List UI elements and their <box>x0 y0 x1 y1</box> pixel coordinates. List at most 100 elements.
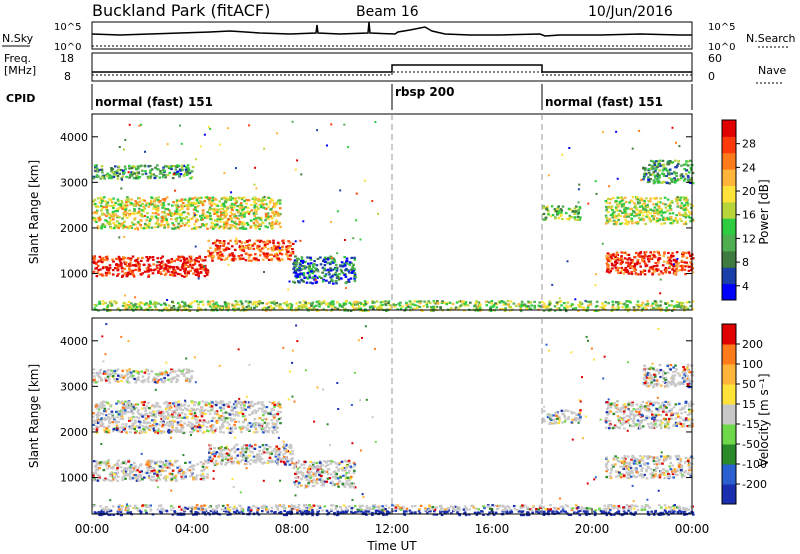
data-cell <box>276 213 280 216</box>
data-cell <box>173 270 176 273</box>
data-cell <box>266 242 269 246</box>
data-cell <box>174 168 178 171</box>
data-cell <box>112 218 115 221</box>
data-cell <box>219 251 222 254</box>
data-cell <box>93 471 96 475</box>
data-cell <box>221 207 225 210</box>
data-cell <box>226 218 229 222</box>
data-cell <box>293 269 297 272</box>
data-cell <box>668 206 672 209</box>
data-cell <box>394 304 398 307</box>
data-cell <box>211 300 215 303</box>
data-cell <box>275 460 279 463</box>
data-cell <box>527 305 530 308</box>
data-cell <box>423 300 426 303</box>
data-cell <box>619 222 622 225</box>
data-cell <box>206 421 210 424</box>
data-cell <box>680 219 683 223</box>
data-cell <box>648 254 651 258</box>
data-cell <box>377 305 381 308</box>
data-cell <box>139 306 143 309</box>
data-cell <box>215 419 219 423</box>
data-cell <box>134 264 138 267</box>
data-cell <box>660 222 663 225</box>
data-cell <box>100 423 104 426</box>
data-cell <box>276 463 280 466</box>
data-cell <box>116 430 120 433</box>
data-cell <box>605 209 608 212</box>
data-cell <box>126 196 129 199</box>
data-cell <box>332 303 335 306</box>
data-cell <box>658 162 661 165</box>
data-cell <box>359 301 362 304</box>
data-cell <box>384 300 387 303</box>
data-cell <box>212 302 216 305</box>
data-cell <box>206 227 209 230</box>
data-cell <box>612 253 615 256</box>
data-cell <box>178 303 181 307</box>
data-cell <box>132 474 136 477</box>
data-cell <box>519 307 523 310</box>
data-cell <box>656 250 660 253</box>
data-cell <box>260 452 264 456</box>
data-cell <box>330 305 334 308</box>
data-cell <box>615 251 619 254</box>
data-cell <box>542 212 546 215</box>
data-cell <box>657 252 660 255</box>
data-cell <box>140 164 143 167</box>
data-cell <box>141 407 144 410</box>
data-cell <box>616 257 619 260</box>
data-cell <box>136 226 139 229</box>
data-cell <box>459 304 463 307</box>
data-cell <box>156 257 159 260</box>
data-cell <box>495 306 499 309</box>
data-cell <box>167 213 170 216</box>
data-cell <box>137 412 140 415</box>
data-cell <box>324 273 328 276</box>
data-cell <box>548 309 552 312</box>
data-cell <box>242 207 246 210</box>
data-cell <box>687 269 691 272</box>
data-cell <box>253 198 257 201</box>
data-cell <box>188 201 191 204</box>
data-cell <box>652 254 656 257</box>
y-tick-label: 4000 <box>60 131 88 144</box>
freq-tick-top: 18 <box>60 52 74 65</box>
data-cell <box>124 400 127 403</box>
data-cell <box>124 207 127 210</box>
data-cell <box>133 469 136 472</box>
data-cell <box>92 479 96 482</box>
data-cell <box>275 245 278 248</box>
data-cell <box>214 459 218 463</box>
data-cell <box>187 169 191 172</box>
data-cell <box>153 177 157 180</box>
data-cell <box>545 208 548 211</box>
data-cell <box>290 458 293 461</box>
data-cell <box>275 203 278 206</box>
data-cell <box>143 419 146 422</box>
data-cell <box>108 422 112 425</box>
data-cell <box>667 171 671 174</box>
data-cell <box>178 216 182 219</box>
data-cell <box>238 227 242 230</box>
data-cell <box>566 260 569 263</box>
data-cell <box>225 452 229 455</box>
data-cell <box>116 177 120 180</box>
data-cell <box>174 173 178 176</box>
data-cell <box>176 302 180 305</box>
data-cell <box>329 276 332 279</box>
data-cell <box>229 215 232 218</box>
data-cell <box>286 304 289 307</box>
data-cell <box>643 254 647 258</box>
data-cell <box>159 257 163 260</box>
data-cell <box>206 473 209 476</box>
data-cell <box>219 402 222 405</box>
data-cell <box>266 448 269 451</box>
data-cell <box>211 429 215 432</box>
freq-label: Freq. <box>4 52 31 65</box>
data-cell <box>173 403 176 406</box>
data-cell <box>681 251 685 255</box>
data-cell <box>680 202 684 205</box>
data-cell <box>155 217 159 220</box>
data-cell <box>152 467 156 470</box>
